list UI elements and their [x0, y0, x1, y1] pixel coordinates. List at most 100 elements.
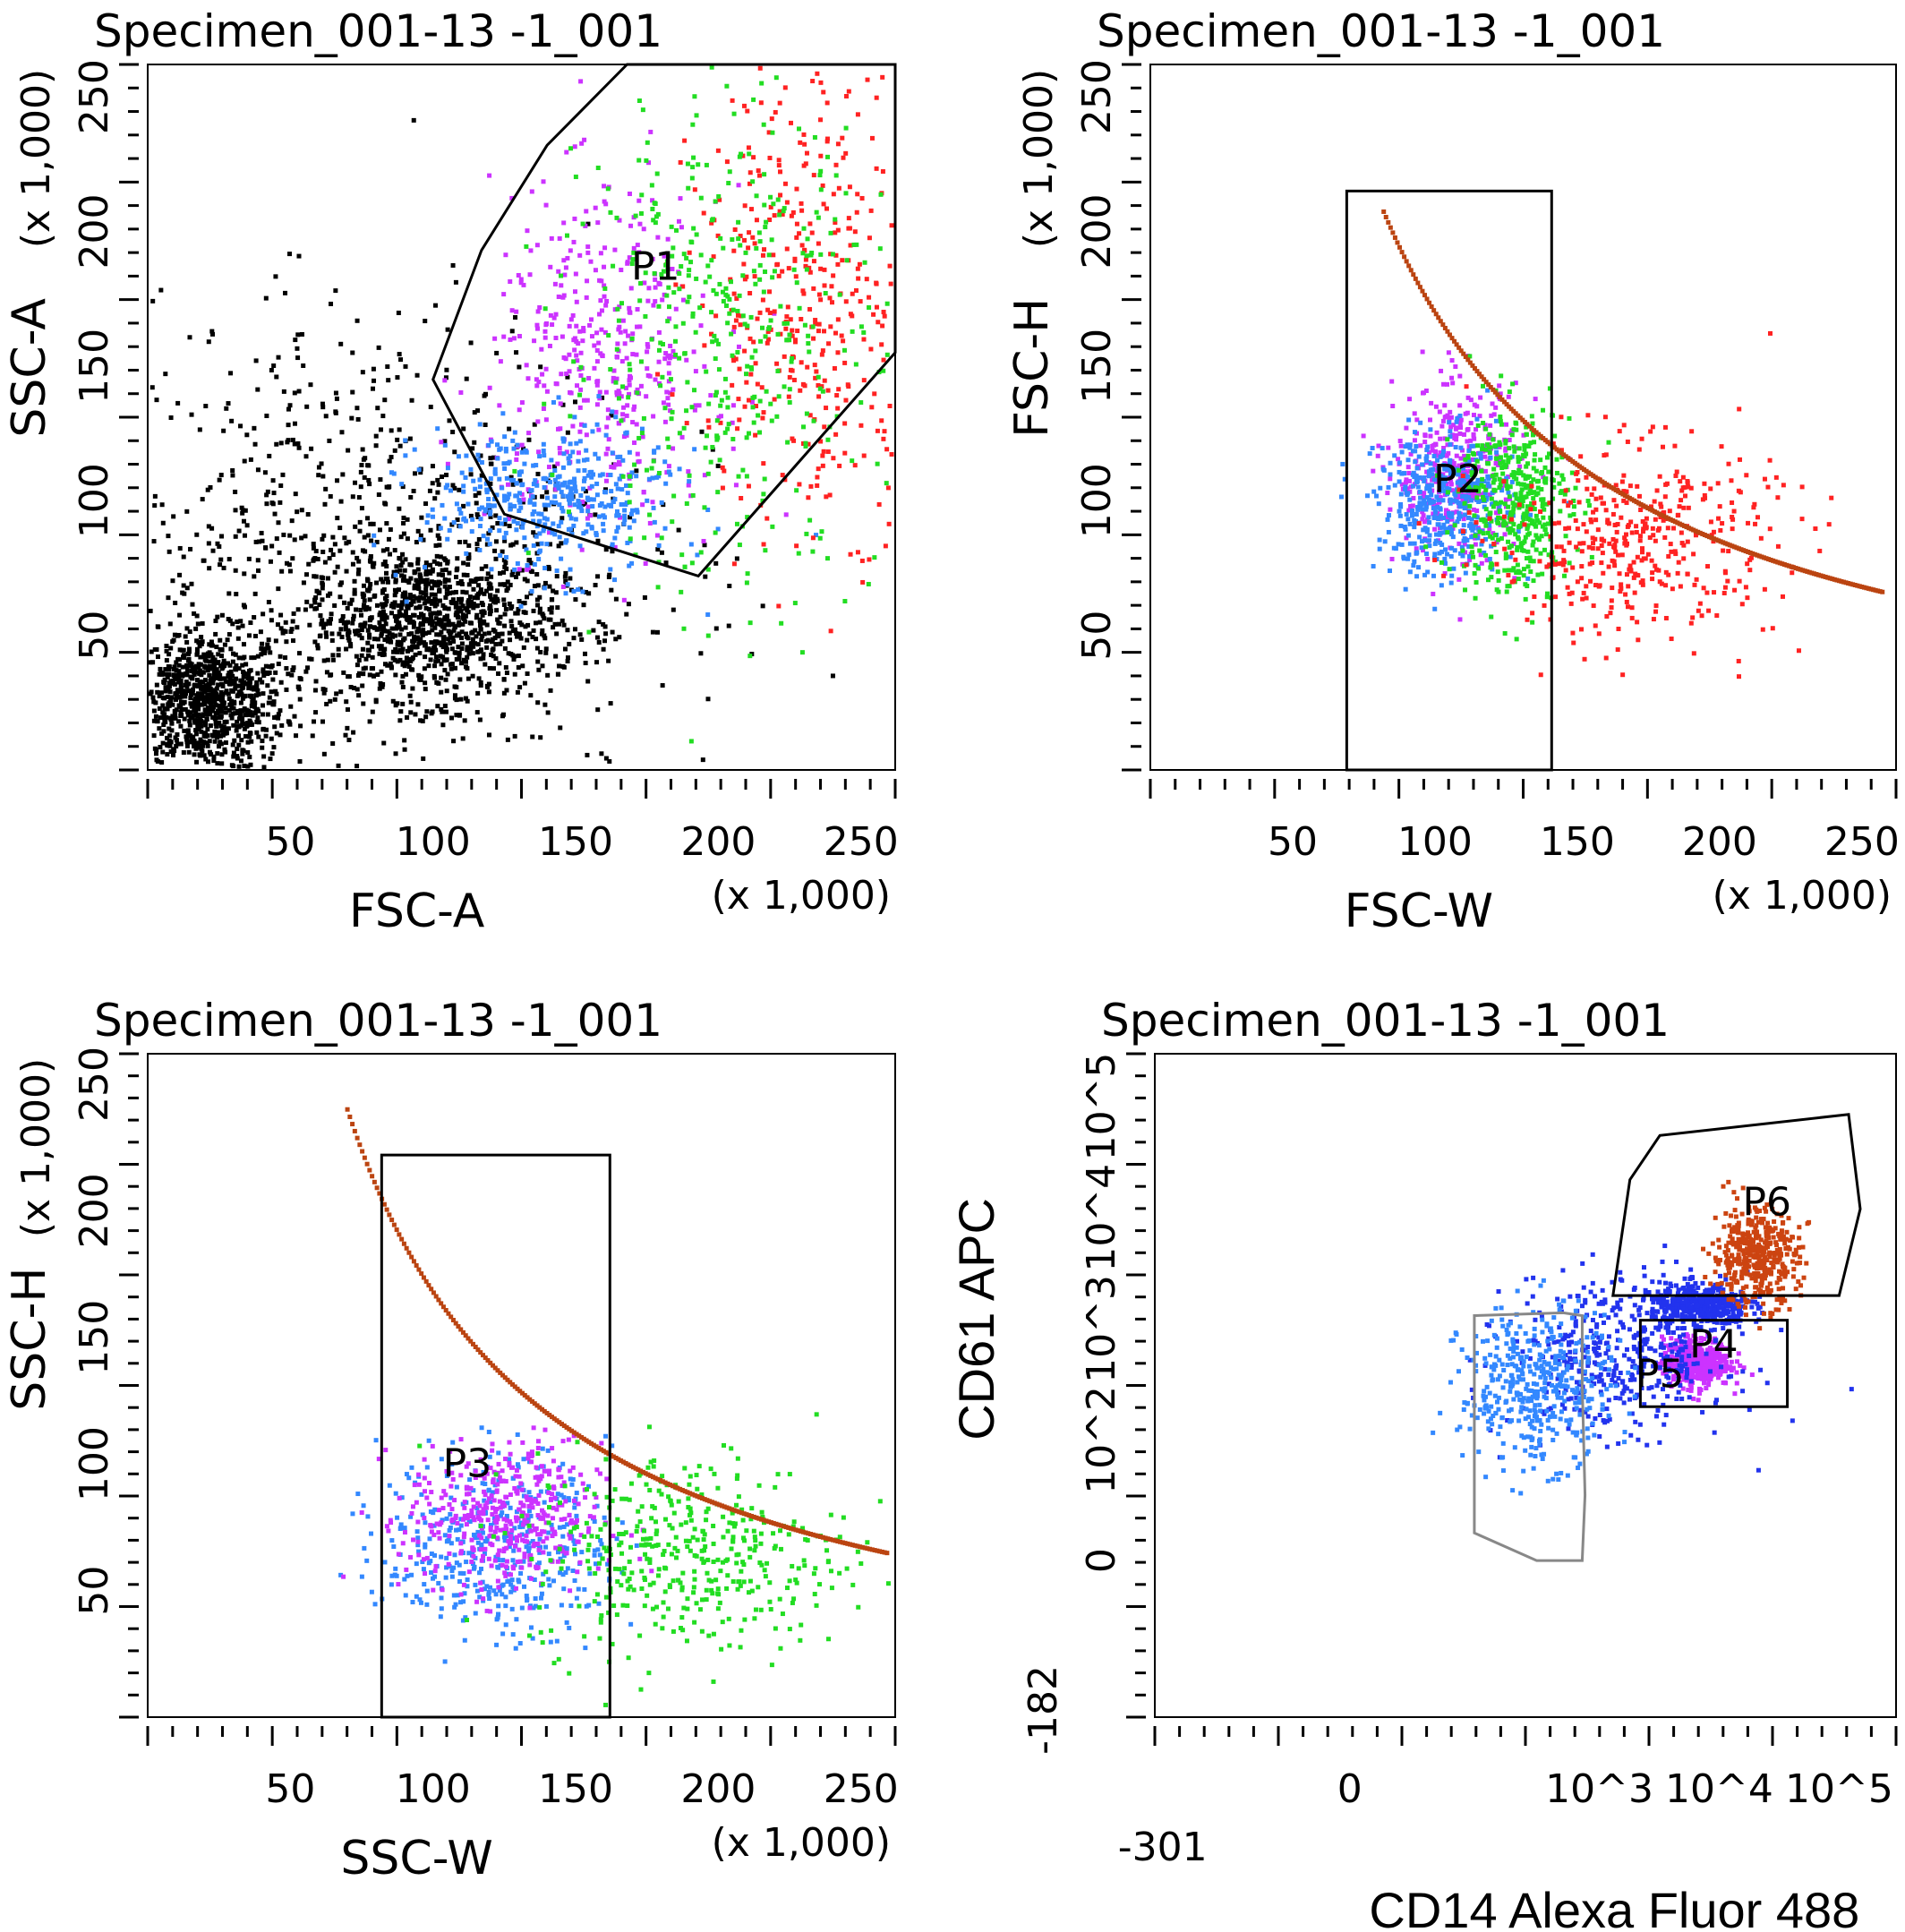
scatter-point — [621, 597, 627, 603]
scatter-point — [211, 664, 217, 670]
scatter-point — [363, 620, 368, 626]
scatter-point — [577, 392, 583, 398]
scatter-point — [409, 620, 414, 625]
scatter-point — [355, 571, 361, 577]
scatter-point — [269, 608, 274, 613]
scatter-point — [348, 644, 354, 649]
scatter-point — [765, 329, 771, 334]
scatter-point — [704, 162, 709, 167]
scatter-point — [493, 539, 499, 544]
scatter-point — [553, 654, 559, 659]
scatter-point — [423, 605, 429, 611]
scatter-point — [541, 441, 546, 447]
scatter-point — [636, 458, 642, 464]
scatter-point — [221, 658, 226, 663]
scatter-point — [250, 699, 255, 705]
scatter-point — [312, 597, 318, 603]
scatter-point — [177, 647, 183, 653]
scatter-point — [193, 728, 199, 733]
scatter-point — [496, 671, 501, 676]
scatter-point — [174, 694, 179, 699]
scatter-point — [850, 458, 855, 464]
scatter-point — [513, 493, 518, 499]
scatter-point — [158, 666, 163, 671]
scatter-point — [543, 366, 549, 372]
scatter-point — [842, 599, 848, 604]
scatter-point — [335, 478, 340, 483]
scatter-point — [740, 313, 746, 319]
scatter-point — [382, 637, 388, 643]
scatter-point — [818, 153, 824, 158]
scatter-point — [636, 435, 642, 440]
scatter-point — [401, 520, 406, 526]
scatter-point — [401, 574, 406, 579]
scatter-point — [1438, 450, 1443, 456]
scatter-point — [562, 480, 568, 485]
scatter-point — [750, 179, 756, 184]
scatter-point — [197, 644, 202, 649]
x-tick-label: 250 — [1824, 819, 1900, 865]
scatter-point — [376, 492, 381, 498]
scatter-point — [688, 542, 694, 547]
scatter-point — [534, 637, 539, 642]
scatter-point — [312, 556, 318, 561]
scatter-point — [484, 577, 490, 582]
scatter-point — [1449, 432, 1455, 438]
scatter-point — [447, 591, 452, 596]
scatter-point — [1423, 504, 1429, 509]
scatter-point — [355, 406, 360, 411]
scatter-point — [571, 338, 577, 343]
scatter-point — [366, 606, 372, 611]
scatter-point — [220, 732, 226, 738]
scatter-point — [713, 291, 719, 296]
scatter-point — [249, 676, 254, 681]
scatter-point — [374, 539, 380, 544]
scatter-point — [534, 322, 540, 328]
scatter-point — [828, 324, 833, 329]
scatter-point — [414, 605, 419, 611]
scatter-point — [488, 582, 493, 587]
scatter-point — [240, 510, 245, 516]
scatter-point — [534, 524, 540, 529]
scatter-point — [1442, 403, 1448, 408]
scatter-point — [186, 646, 192, 652]
scatter-point — [594, 402, 600, 407]
scatter-point — [223, 726, 228, 731]
scatter-point — [440, 474, 445, 480]
scatter-point — [696, 403, 702, 408]
scatter-point — [585, 221, 591, 227]
scatter-point — [842, 450, 848, 456]
scatter-point — [215, 709, 220, 714]
scatter-point — [1445, 551, 1450, 557]
scatter-point — [630, 331, 636, 337]
scatter-point — [1371, 563, 1376, 568]
scatter-point — [669, 416, 674, 422]
scatter-point — [210, 677, 216, 682]
scatter-point — [228, 646, 234, 652]
scatter-point — [705, 507, 711, 512]
scatter-point — [586, 629, 592, 635]
scatter-point — [365, 640, 371, 645]
scatter-point — [197, 671, 202, 677]
scatter-point — [737, 154, 742, 159]
scatter-point — [395, 375, 400, 380]
scatter-point — [528, 560, 534, 566]
scatter-point — [502, 466, 508, 471]
scatter-point — [337, 582, 343, 587]
scatter-point — [434, 639, 440, 645]
scatter-point — [296, 684, 302, 689]
scatter-point — [497, 661, 502, 666]
scatter-point — [168, 645, 174, 651]
scatter-point — [157, 726, 162, 731]
scatter-point — [560, 483, 566, 488]
scatter-point — [606, 437, 611, 442]
scatter-point — [482, 631, 487, 637]
scatter-point — [620, 318, 626, 323]
scatter-point — [422, 565, 427, 570]
scatter-point — [1439, 474, 1444, 479]
scatter-point — [825, 388, 831, 393]
scatter-point — [332, 542, 337, 547]
scatter-point — [1443, 526, 1448, 532]
scatter-point — [212, 667, 218, 672]
scatter-point — [233, 666, 238, 671]
